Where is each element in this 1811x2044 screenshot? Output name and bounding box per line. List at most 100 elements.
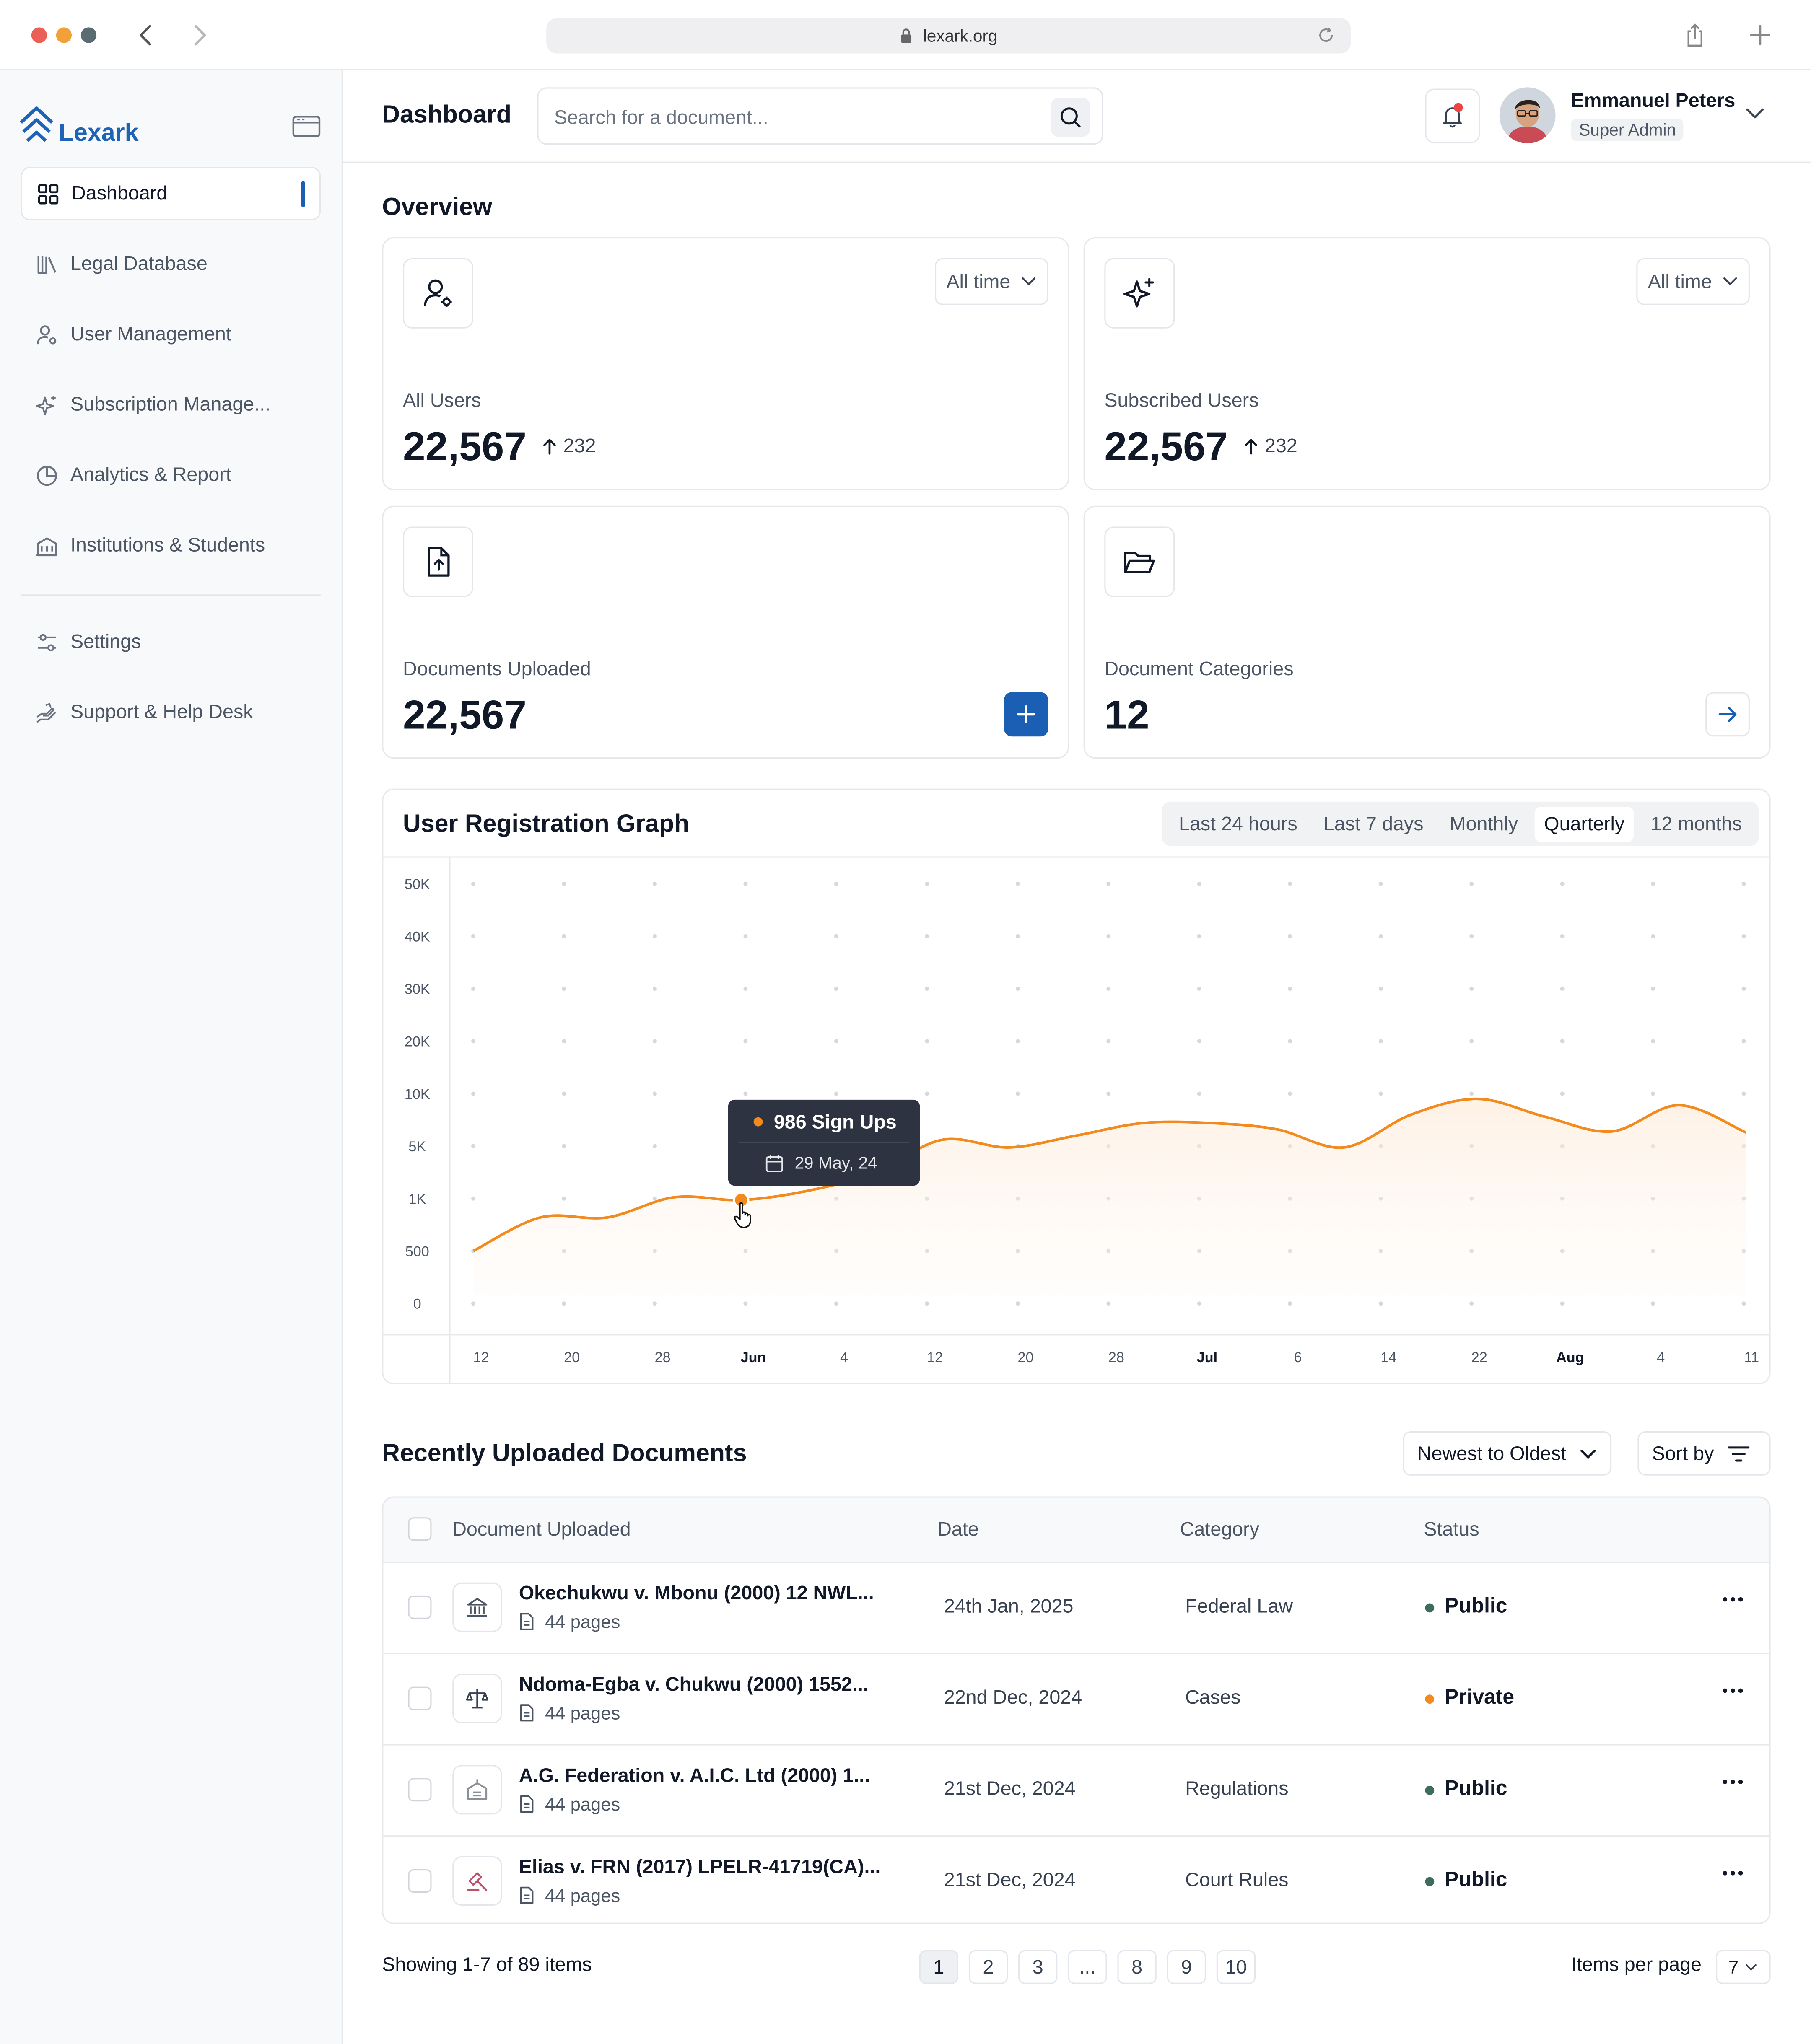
tab-quarterly[interactable]: Quarterly — [1535, 806, 1634, 842]
minimize-window-dot[interactable] — [56, 27, 72, 43]
search-input[interactable] — [551, 101, 1039, 133]
upload-document-button[interactable] — [1004, 692, 1048, 737]
grid-dot — [1288, 987, 1292, 991]
items-per-page-select[interactable]: 7 — [1716, 1950, 1771, 1984]
search-box[interactable] — [537, 87, 1103, 145]
search-button[interactable] — [1051, 98, 1090, 137]
sliders-icon — [38, 633, 56, 651]
sidebar-item-subscription-management[interactable]: Subscription Manage... — [21, 378, 321, 432]
more-options-icon[interactable] — [1723, 1779, 1744, 1784]
y-tick-label: 50K — [405, 876, 430, 892]
more-options-icon[interactable] — [1723, 1688, 1744, 1693]
sidebar-item-user-management[interactable]: User Management — [21, 308, 321, 361]
tab-monthly[interactable]: Monthly — [1449, 813, 1518, 835]
page-button[interactable]: 10 — [1216, 1950, 1256, 1984]
maximize-window-dot[interactable] — [80, 27, 97, 43]
sort-button[interactable]: Sort by — [1637, 1431, 1771, 1476]
time-filter-select[interactable]: All time — [934, 258, 1048, 305]
stat-value: 22,567 — [403, 423, 527, 469]
grid-dot — [925, 987, 929, 991]
sidebar-item-dashboard[interactable]: Dashboard — [21, 167, 321, 220]
sidebar-item-legal-database[interactable]: Legal Database — [21, 237, 321, 291]
grid-dot — [1741, 934, 1746, 938]
calendar-icon — [765, 1155, 783, 1172]
time-filter-select[interactable]: All time — [1636, 258, 1750, 305]
tab-last-7-days[interactable]: Last 7 days — [1323, 813, 1424, 835]
table-row[interactable]: Elias v. FRN (2017) LPELR-41719(CA)... 44… — [383, 1835, 1769, 1922]
chevron-down-icon[interactable] — [1744, 107, 1765, 120]
new-tab-icon[interactable] — [1749, 23, 1772, 47]
grid-dot — [1378, 1091, 1383, 1096]
page-button[interactable]: 8 — [1117, 1950, 1157, 1984]
row-checkbox[interactable] — [408, 1595, 432, 1619]
row-checkbox[interactable] — [408, 1686, 432, 1710]
graph-title: User Registration Graph — [403, 811, 690, 838]
gavel-icon — [452, 1856, 502, 1906]
grid-dot — [834, 1301, 838, 1306]
grid-dot — [1197, 987, 1201, 991]
document-title[interactable]: Ndoma-Egba v. Chukwu (2000) 1552... — [519, 1674, 869, 1696]
grid-dot — [1741, 881, 1746, 886]
grid-dot — [471, 1039, 475, 1044]
tab-12-months[interactable]: 12 months — [1650, 813, 1742, 835]
y-tick-label: 0 — [413, 1296, 421, 1312]
more-options-icon[interactable] — [1723, 1597, 1744, 1602]
page-icon — [520, 1613, 534, 1630]
brand-logo[interactable]: Lexark — [18, 104, 139, 146]
sidebar-item-settings[interactable]: Settings — [21, 615, 321, 669]
forward-arrow-icon[interactable] — [190, 22, 209, 48]
table-row[interactable]: Ndoma-Egba v. Chukwu (2000) 1552... 44 pa… — [383, 1653, 1769, 1746]
grid-dot — [743, 881, 748, 886]
scales-icon — [452, 1674, 502, 1723]
registration-chart: 50K 40K 30K 20K 10K 5K 1K 500 0 12 20 28 Jun 4 12 20 28 J… — [383, 857, 1769, 1383]
grid-dot — [1015, 934, 1020, 938]
close-window-dot[interactable] — [31, 27, 47, 43]
help-hand-icon — [36, 702, 56, 723]
sidebar-item-support-help-desk[interactable]: Support & Help Desk — [21, 686, 321, 739]
view-categories-button[interactable] — [1705, 692, 1750, 737]
page-button[interactable]: 9 — [1167, 1950, 1206, 1984]
document-title[interactable]: Okechukwu v. Mbonu (2000) 12 NWL... — [519, 1582, 874, 1605]
column-document[interactable]: Document Uploaded — [452, 1518, 631, 1541]
grid-dot — [925, 881, 929, 886]
page-button[interactable]: 2 — [968, 1950, 1008, 1984]
order-select[interactable]: Newest to Oldest — [1403, 1431, 1612, 1476]
sidebar-item-institutions-students[interactable]: Institutions & Students — [21, 519, 321, 573]
grid-dot — [834, 987, 838, 991]
lexark-logo-icon — [20, 106, 54, 142]
document-title[interactable]: Elias v. FRN (2017) LPELR-41719(CA)... — [519, 1856, 881, 1878]
sidebar-collapse-icon[interactable] — [292, 115, 321, 138]
status-label: Public — [1445, 1595, 1507, 1618]
status-dot — [1425, 1785, 1435, 1795]
share-icon[interactable] — [1684, 22, 1705, 48]
table-row[interactable]: A.G. Federation v. A.I.C. Ltd (2000) 1..… — [383, 1744, 1769, 1837]
tab-last-24-hours[interactable]: Last 24 hours — [1178, 813, 1297, 835]
page-button[interactable]: 3 — [1018, 1950, 1058, 1984]
overview-title: Overview — [382, 194, 493, 222]
more-options-icon[interactable] — [1723, 1870, 1744, 1876]
column-status[interactable]: Status — [1424, 1518, 1479, 1541]
column-category[interactable]: Category — [1180, 1518, 1260, 1541]
document-title[interactable]: A.G. Federation v. A.I.C. Ltd (2000) 1..… — [519, 1765, 870, 1788]
sidebar-item-analytics-report[interactable]: Analytics & Report — [21, 448, 321, 502]
select-all-checkbox[interactable] — [408, 1517, 432, 1541]
page-ellipsis[interactable]: ... — [1068, 1950, 1107, 1984]
x-tick-label: 12 — [473, 1350, 489, 1365]
reload-icon[interactable] — [1317, 26, 1335, 44]
column-date[interactable]: Date — [937, 1518, 979, 1541]
row-checkbox[interactable] — [408, 1778, 432, 1802]
row-checkbox[interactable] — [408, 1869, 432, 1893]
grid-dot — [1560, 1091, 1565, 1096]
table-row[interactable]: Okechukwu v. Mbonu (2000) 12 NWL... 44 pa… — [383, 1562, 1769, 1654]
grid-dot — [562, 1091, 566, 1096]
grid-dot — [562, 1039, 566, 1044]
avatar[interactable] — [1499, 87, 1556, 144]
status-badge: Public — [1425, 1596, 1507, 1619]
sidebar-item-label: Settings — [70, 631, 141, 653]
address-bar[interactable]: lexark.org — [546, 18, 1351, 54]
page-button[interactable]: 1 — [919, 1950, 958, 1984]
notifications-button[interactable] — [1425, 88, 1480, 144]
grid-dot — [1106, 1091, 1111, 1096]
back-arrow-icon[interactable] — [137, 22, 156, 48]
user-name: Emmanuel Peters — [1571, 90, 1736, 112]
